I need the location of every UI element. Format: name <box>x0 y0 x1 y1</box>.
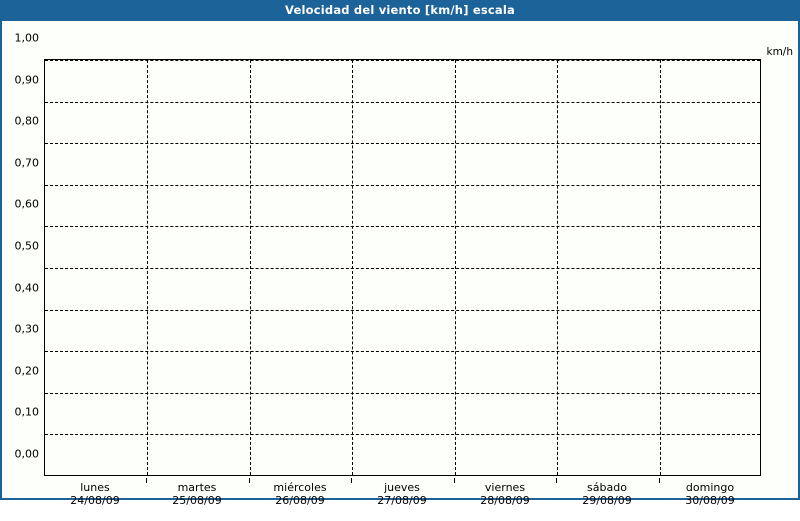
gridline-vertical <box>147 60 148 475</box>
x-axis-tick-label: jueves 27/08/09 <box>351 478 453 507</box>
x-axis-date: 26/08/09 <box>275 494 325 507</box>
gridline-horizontal <box>45 102 760 103</box>
x-axis-date: 29/08/09 <box>582 494 632 507</box>
x-axis-tick-mark <box>146 478 147 483</box>
x-axis-tick-mark <box>556 478 557 483</box>
gridline-vertical <box>455 60 456 475</box>
x-axis-tick-mark <box>249 478 250 483</box>
x-axis-day-name: lunes <box>80 481 110 494</box>
gridline-horizontal <box>45 226 760 227</box>
gridline-horizontal <box>45 310 760 311</box>
x-axis-day-name: sábado <box>587 481 627 494</box>
plot-area <box>44 59 761 476</box>
x-axis-day-name: jueves <box>384 481 420 494</box>
x-axis-date: 27/08/09 <box>377 494 427 507</box>
gridline-horizontal <box>45 351 760 352</box>
y-axis-tick-label: 0,80 <box>14 114 40 128</box>
y-axis-tick-label: 0,20 <box>14 364 40 378</box>
gridline-vertical <box>557 60 558 475</box>
chart-frame: km/h 1,00 0,90 0,80 0,70 0,60 0,50 0,40 0,30 0,2… <box>0 21 800 507</box>
x-axis-date: 25/08/09 <box>172 494 222 507</box>
x-axis-day-name: viernes <box>484 481 526 494</box>
title-bar: Velocidad del viento [km/h] escala <box>0 0 800 21</box>
y-axis-tick-label: 0,00 <box>14 447 40 461</box>
y-axis-labels: 1,00 0,90 0,80 0,70 0,60 0,50 0,40 0,30 0,20 0,10… <box>2 21 44 521</box>
y-axis-tick-label: 0,10 <box>14 405 40 419</box>
x-axis-tick-mark <box>454 478 455 483</box>
y-axis-tick-label: 0,90 <box>14 73 40 87</box>
x-axis-day-name: martes <box>177 481 217 494</box>
x-axis-tick-label: sábado 29/08/09 <box>556 478 658 507</box>
gridline-vertical <box>660 60 661 475</box>
x-axis-tick-mark <box>351 478 352 483</box>
gridline-horizontal <box>45 393 760 394</box>
y-axis-tick-label: 0,60 <box>14 197 40 211</box>
gridline-horizontal <box>45 268 760 269</box>
y-axis-tick-label: 1,00 <box>14 31 40 45</box>
x-axis-tick-label: domingo 30/08/09 <box>659 478 761 507</box>
y-axis-tick-label: 0,50 <box>14 239 40 253</box>
x-axis-tick-label: viernes 28/08/09 <box>454 478 556 507</box>
x-axis-tick-label: miércoles 26/08/09 <box>249 478 351 507</box>
y-axis-tick-label: 0,30 <box>14 322 40 336</box>
y-axis-tick-label: 0,40 <box>14 281 40 295</box>
x-axis-tick-mark <box>659 478 660 483</box>
gridline-vertical <box>352 60 353 475</box>
x-axis-day-name: miércoles <box>273 481 327 494</box>
x-axis-tick-label: lunes 24/08/09 <box>44 478 146 507</box>
x-axis-date: 24/08/09 <box>70 494 120 507</box>
gridline-horizontal <box>45 143 760 144</box>
page-title: Velocidad del viento [km/h] escala <box>285 2 515 17</box>
gridline-horizontal <box>45 185 760 186</box>
x-axis-day-name: domingo <box>685 481 735 494</box>
y-axis-unit-label: km/h <box>766 46 793 58</box>
gridline-vertical <box>250 60 251 475</box>
chart-window: Velocidad del viento [km/h] escala km/h … <box>0 0 800 507</box>
x-axis-date: 30/08/09 <box>685 494 735 507</box>
gridline-horizontal <box>45 434 760 435</box>
x-axis-date: 28/08/09 <box>480 494 530 507</box>
y-axis-tick-label: 0,70 <box>14 156 40 170</box>
x-axis-tick-label: martes 25/08/09 <box>146 478 248 507</box>
x-axis-labels: lunes 24/08/09 martes 25/08/09 miércoles 26/0… <box>44 478 761 520</box>
gridline-horizontal <box>45 60 760 61</box>
